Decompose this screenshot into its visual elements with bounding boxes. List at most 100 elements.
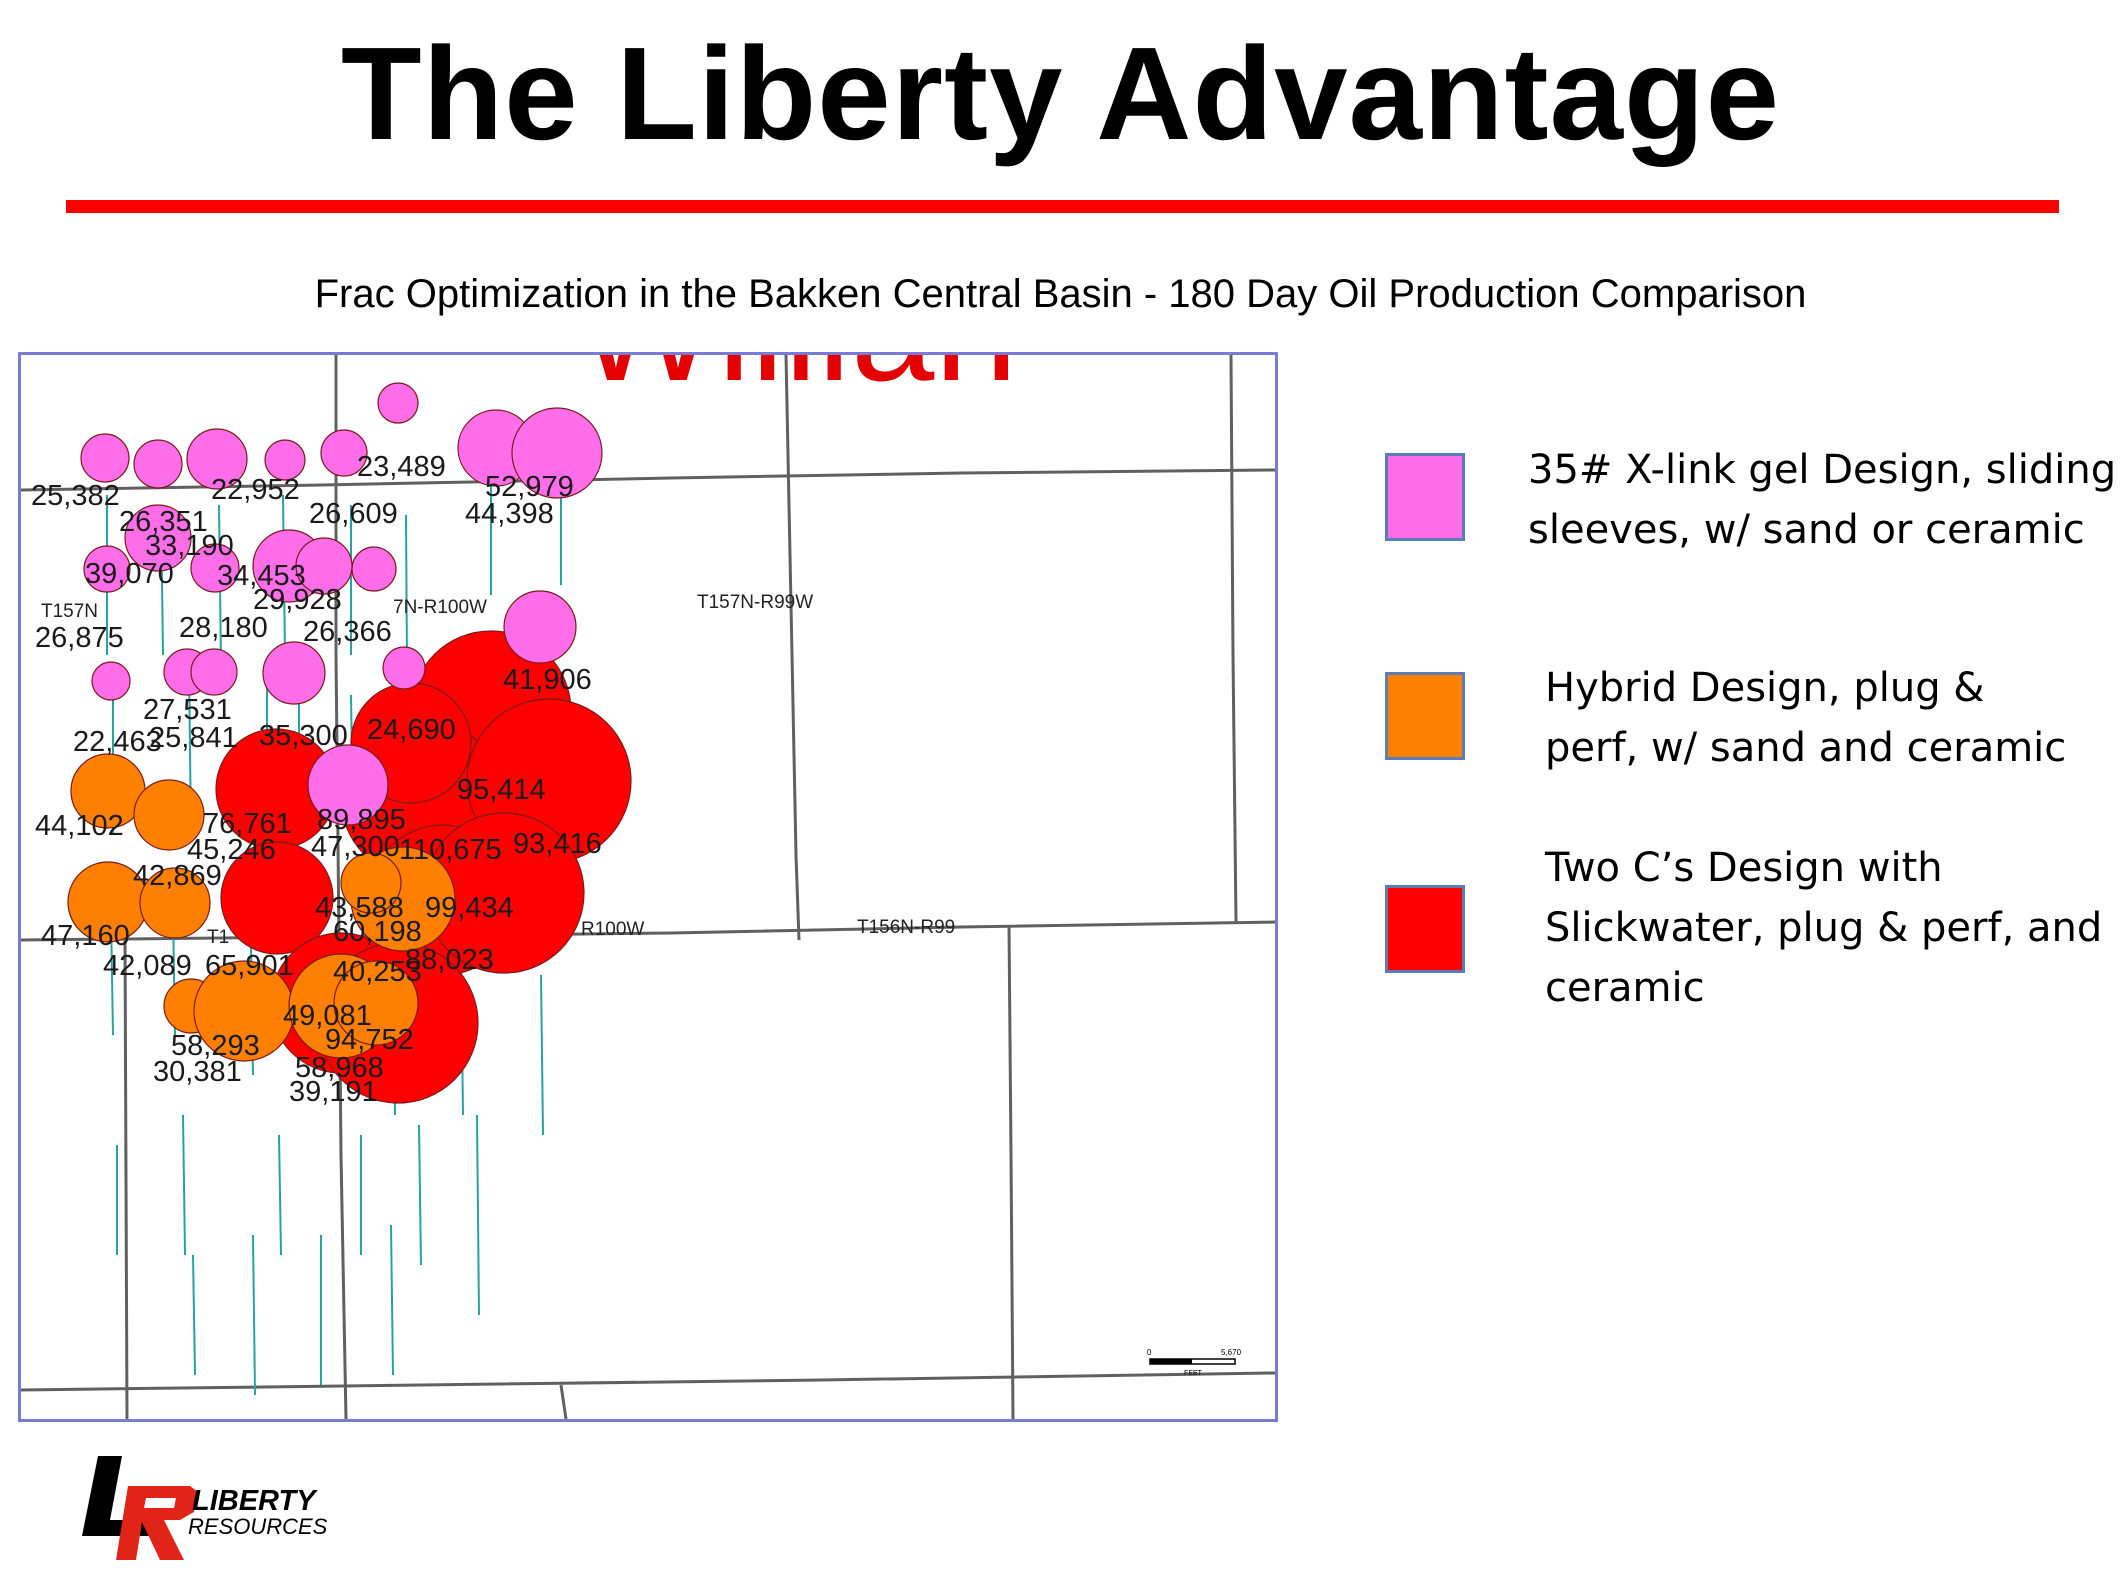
well-production-label: 23,489 (357, 451, 446, 483)
well-production-label: 44,398 (465, 498, 554, 530)
well-lateral (418, 1124, 422, 1266)
grid-line (21, 1371, 1275, 1392)
township-label: 7N-R100W (393, 597, 487, 618)
well-production-label: 44,102 (35, 810, 124, 842)
well-production-label: 30,381 (153, 1056, 242, 1088)
scale-bar-end: 5,670 (1221, 1348, 1242, 1357)
well-production-label: 47,160 (41, 920, 130, 952)
logo-mark: LIBERTY RESOURCES (82, 1456, 328, 1560)
legend-swatch-two_cs (1385, 885, 1465, 973)
scale-bar-start: 0 (1147, 1348, 1152, 1357)
grid-line (784, 355, 801, 941)
well-production-label: 43,588 (315, 892, 404, 924)
well-production-label: 26,609 (309, 498, 398, 530)
well-production-label: 26,366 (303, 616, 392, 648)
well-bubble-xlink (133, 439, 183, 489)
slide-subtitle: Frac Optimization in the Bakken Central … (314, 272, 1807, 316)
well-production-label: 26,351 (119, 506, 208, 538)
well-bubble-hybrid (333, 960, 419, 1046)
township-label: T156N-R99 (857, 917, 955, 938)
well-production-label: 22,952 (211, 474, 300, 506)
well-bubble-xlink (511, 407, 603, 499)
well-bubble-two_cs (220, 841, 334, 955)
well-production-label: 49,081 (283, 1000, 372, 1032)
logo-letter-r-counter (144, 1498, 176, 1508)
scale-bar-unit: FEET (1184, 1370, 1203, 1377)
well-production-label: 25,382 (31, 480, 120, 512)
well-bubble-xlink (377, 382, 419, 424)
well-bubble-xlink (320, 429, 368, 477)
well-bubble-xlink (351, 546, 397, 592)
well-production-label: 40,253 (333, 956, 422, 988)
legend-swatch-xlink (1385, 453, 1465, 541)
township-label: T1 (207, 927, 229, 948)
well-bubble-hybrid (133, 779, 205, 851)
well-production-label: 27,531 (143, 694, 232, 726)
legend-label-two_cs: Two C’s Design with Slickwater, plug & p… (1545, 845, 2103, 1011)
well-production-label: 24,690 (367, 714, 456, 746)
well-production-label: 39,070 (85, 558, 174, 590)
well-bubble-hybrid (139, 867, 211, 939)
well-production-label: 58,293 (171, 1030, 260, 1062)
township-label: R100W (581, 919, 644, 940)
well-lateral (540, 974, 544, 1136)
well-production-label: 42,089 (103, 950, 192, 982)
well-bubble-xlink (124, 504, 192, 572)
well-production-label: 39,191 (289, 1076, 378, 1108)
well-bubble-xlink (186, 428, 248, 490)
well-production-label: 29,928 (253, 584, 342, 616)
logo-line2: RESOURCES (188, 1514, 328, 1539)
well-bubble-xlink (262, 641, 326, 705)
well-map: Willian T157N-R99W T157N 7N-R100W R100W T156… (18, 352, 1278, 1422)
legend-label-hybrid: Hybrid Design, plug & perf, w/ sand and … (1545, 665, 2067, 771)
well-production-label: 35,300 (259, 720, 348, 752)
well-production-label: 47,300 (311, 831, 400, 863)
title-divider (66, 200, 2059, 213)
logo-letter-r (116, 1486, 198, 1560)
grid-line (1007, 924, 1015, 1419)
scale-bar-outline (1149, 1358, 1236, 1365)
well-production-label: 94,752 (325, 1024, 414, 1056)
scale-bar: 0 5,670 FEET (1147, 1348, 1242, 1377)
well-lateral (192, 1254, 196, 1376)
well-production-label: 45,246 (187, 834, 276, 866)
grid-line (559, 1384, 568, 1419)
well-production-label: 89,895 (317, 804, 406, 836)
well-bubble-xlink (83, 545, 131, 593)
well-bubble-xlink (503, 590, 577, 664)
well-production-label: 33,190 (145, 530, 234, 562)
well-bubble-xlink (80, 433, 130, 483)
well-production-label: 26,875 (35, 622, 124, 654)
slide-title: The Liberty Advantage (340, 20, 1781, 167)
well-lateral (278, 1134, 282, 1256)
well-production-label: 88,023 (405, 944, 494, 976)
well-bubble-xlink (190, 648, 238, 696)
well-production-label: 42,869 (133, 860, 222, 892)
well-bubble-xlink (382, 646, 426, 690)
well-production-label: 110,675 (399, 834, 502, 866)
grid-line (21, 920, 1275, 942)
logo-letter-l (82, 1456, 154, 1536)
legend-swatch-hybrid (1385, 672, 1465, 760)
well-lateral (476, 1114, 480, 1316)
well-lateral (252, 1234, 256, 1396)
well-production-label: 76,761 (203, 808, 292, 840)
well-production-label: 65,901 (205, 950, 294, 982)
production-bubbles (67, 382, 632, 1104)
township-label: T157N-R99W (697, 592, 813, 613)
well-production-label: 99,434 (425, 892, 514, 924)
well-production-label: 95,414 (457, 774, 546, 806)
well-bubble-xlink (307, 744, 389, 826)
well-production-label: 34,453 (217, 560, 306, 592)
well-production-label: 41,906 (503, 664, 592, 696)
well-production-label: 52,979 (485, 471, 574, 503)
logo-line1: LIBERTY (192, 1485, 318, 1517)
well-production-label: 60,198 (333, 916, 422, 948)
legend-label-xlink: 35# X-link gel Design, sliding sleeves, … (1528, 447, 2117, 553)
scale-bar-fill (1150, 1359, 1192, 1364)
township-label: T157N (41, 601, 98, 622)
well-bubble-xlink (190, 543, 240, 593)
well-lateral (182, 1114, 186, 1256)
well-production-label: 58,968 (295, 1052, 384, 1084)
